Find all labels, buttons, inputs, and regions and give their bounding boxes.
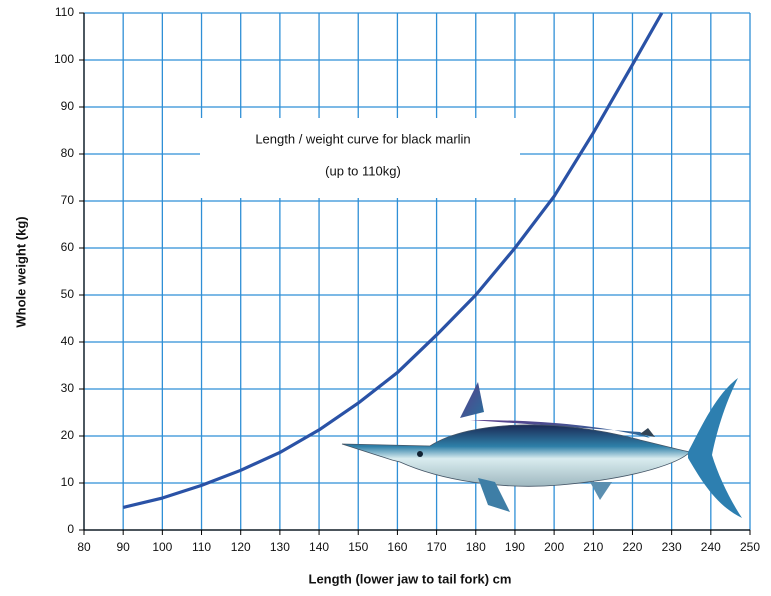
y-tick-label: 0 xyxy=(67,522,74,536)
x-tick-label: 250 xyxy=(740,540,760,554)
y-tick-label: 20 xyxy=(61,428,75,442)
x-tick-label: 140 xyxy=(309,540,329,554)
y-tick-label: 50 xyxy=(61,287,75,301)
x-tick-label: 150 xyxy=(348,540,368,554)
y-axis-title: Whole weight (kg) xyxy=(13,216,28,327)
x-tick-label: 190 xyxy=(505,540,525,554)
y-tick-label: 70 xyxy=(61,193,75,207)
x-tick-label: 170 xyxy=(427,540,447,554)
y-tick-label: 30 xyxy=(61,381,75,395)
x-tick-label: 120 xyxy=(231,540,251,554)
y-tick-label: 40 xyxy=(61,334,75,348)
x-tick-label: 90 xyxy=(116,540,130,554)
x-tick-label: 100 xyxy=(152,540,172,554)
x-tick-label: 200 xyxy=(544,540,564,554)
y-tick-label: 80 xyxy=(61,146,75,160)
annotation-box xyxy=(200,118,520,198)
y-tick-label: 10 xyxy=(61,475,75,489)
x-tick-label: 240 xyxy=(701,540,721,554)
y-tick-label: 60 xyxy=(61,240,75,254)
x-tick-label: 80 xyxy=(77,540,91,554)
x-tick-label: 230 xyxy=(662,540,682,554)
x-axis-title: Length (lower jaw to tail fork) cm xyxy=(309,571,512,586)
x-tick-label: 110 xyxy=(192,540,211,554)
x-tick-label: 130 xyxy=(270,540,290,554)
y-tick-label: 110 xyxy=(55,5,74,19)
x-tick-label: 220 xyxy=(622,540,642,554)
x-tick-label: 210 xyxy=(583,540,603,554)
x-tick-label: 180 xyxy=(466,540,486,554)
weight-curve xyxy=(122,12,664,509)
annotation: (up to 110kg) xyxy=(325,163,401,178)
x-tick-label: 160 xyxy=(387,540,407,554)
y-tick-label: 90 xyxy=(61,99,75,113)
fish-illustration xyxy=(341,378,742,518)
y-tick-label: 100 xyxy=(54,52,74,66)
plot xyxy=(122,12,664,509)
annotation: Length / weight curve for black marlin xyxy=(255,131,470,146)
